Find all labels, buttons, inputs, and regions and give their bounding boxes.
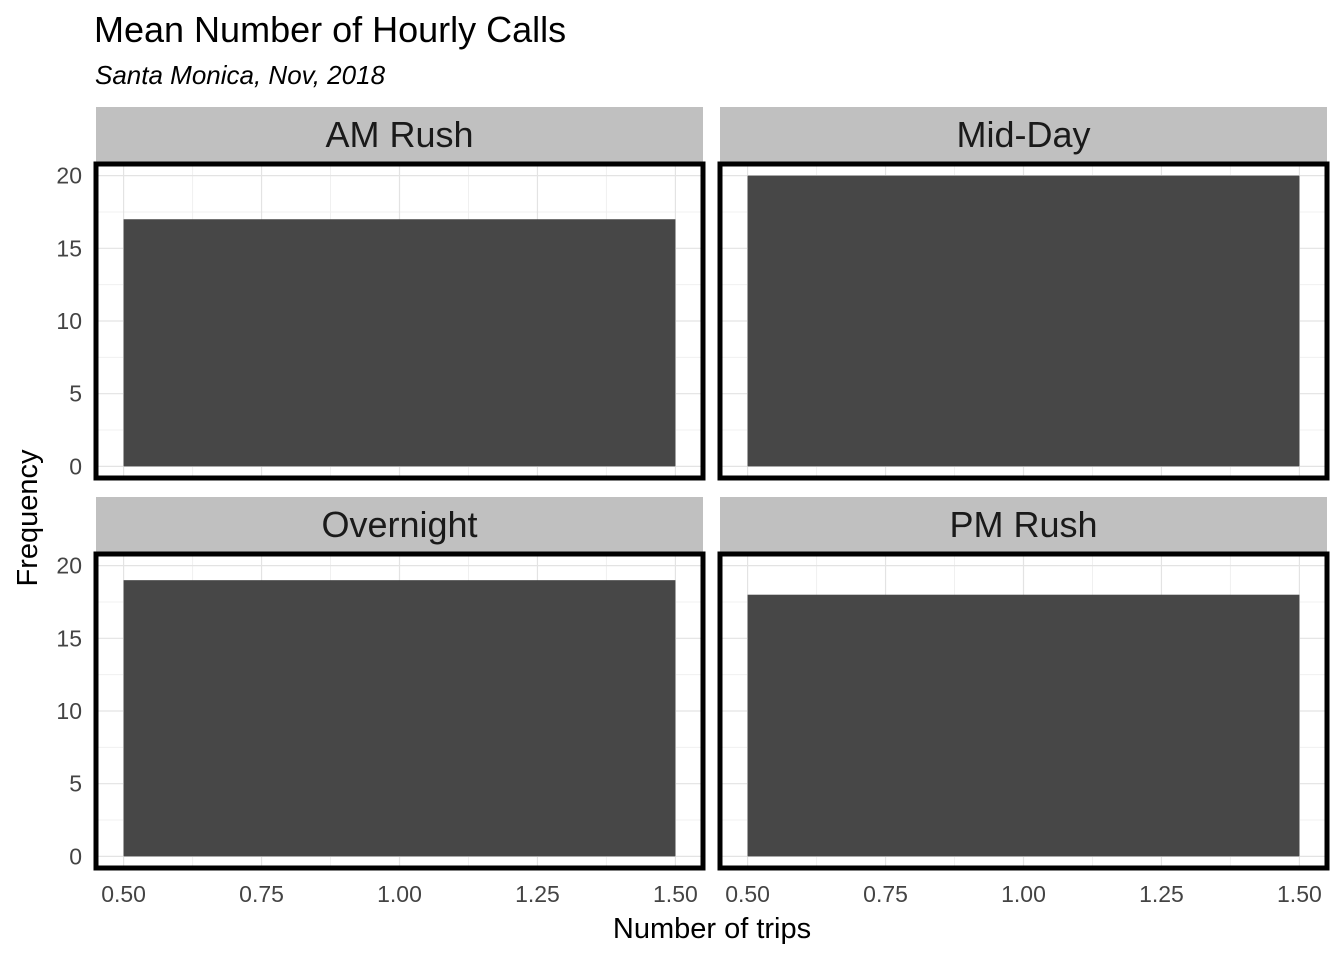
y-tick-label: 20 (56, 553, 82, 579)
x-tick-label: 0.50 (725, 881, 770, 907)
facet-panels: AM Rush 0 5 10 15 20 Mid-Day Overnight 0 5 10 15 20 0… (56, 107, 1330, 907)
x-tick-label: 1.50 (653, 881, 698, 907)
x-tick-label: 0.75 (863, 881, 908, 907)
x-tick-label: 0.50 (101, 881, 146, 907)
panel-border (717, 551, 1330, 871)
facet-panel-pm-rush: PM Rush 0.50 0.75 1.00 1.25 1.50 (717, 497, 1330, 907)
y-tick-label: 5 (69, 381, 82, 407)
facet-panel-am-rush: AM Rush 0 5 10 15 20 (56, 107, 706, 481)
x-tick-label: 1.00 (377, 881, 422, 907)
histogram-bar (123, 219, 676, 467)
histogram-bar (747, 594, 1300, 857)
x-tick-label: 1.50 (1277, 881, 1322, 907)
y-tick-label: 0 (69, 843, 82, 869)
panel-border (93, 551, 706, 871)
y-tick-label: 0 (69, 453, 82, 479)
facet-panel-mid-day: Mid-Day (717, 107, 1330, 481)
facet-strip-label: Mid-Day (956, 114, 1090, 155)
facet-strip (96, 107, 703, 162)
facet-strip (720, 497, 1327, 552)
histogram-bar (123, 580, 676, 857)
x-tick-label: 1.25 (1139, 881, 1184, 907)
y-tick-label: 10 (56, 698, 82, 724)
facet-strip-label: Overnight (321, 504, 477, 545)
chart-subtitle: Santa Monica, Nov, 2018 (95, 60, 386, 90)
facet-strip-label: AM Rush (325, 114, 473, 155)
facet-strip-label: PM Rush (949, 504, 1097, 545)
x-axis-title: Number of trips (613, 913, 811, 945)
x-tick-label: 1.00 (1001, 881, 1046, 907)
chart-title: Mean Number of Hourly Calls (94, 9, 566, 50)
facet-panel-overnight: Overnight 0 5 10 15 20 0.50 0.75 1.00 1.25 1.50 (56, 497, 706, 907)
panel-border (93, 161, 706, 481)
histogram-bar (747, 175, 1300, 467)
x-tick-label: 1.25 (515, 881, 560, 907)
x-tick-label: 0.75 (239, 881, 284, 907)
y-axis-title: Frequency (12, 449, 44, 587)
panel-border (717, 161, 1330, 481)
y-tick-label: 10 (56, 308, 82, 334)
facet-strip (96, 497, 703, 552)
y-tick-label: 15 (56, 235, 82, 261)
y-tick-label: 20 (56, 163, 82, 189)
y-tick-label: 5 (69, 771, 82, 797)
facet-strip (720, 107, 1327, 162)
y-tick-label: 15 (56, 625, 82, 651)
